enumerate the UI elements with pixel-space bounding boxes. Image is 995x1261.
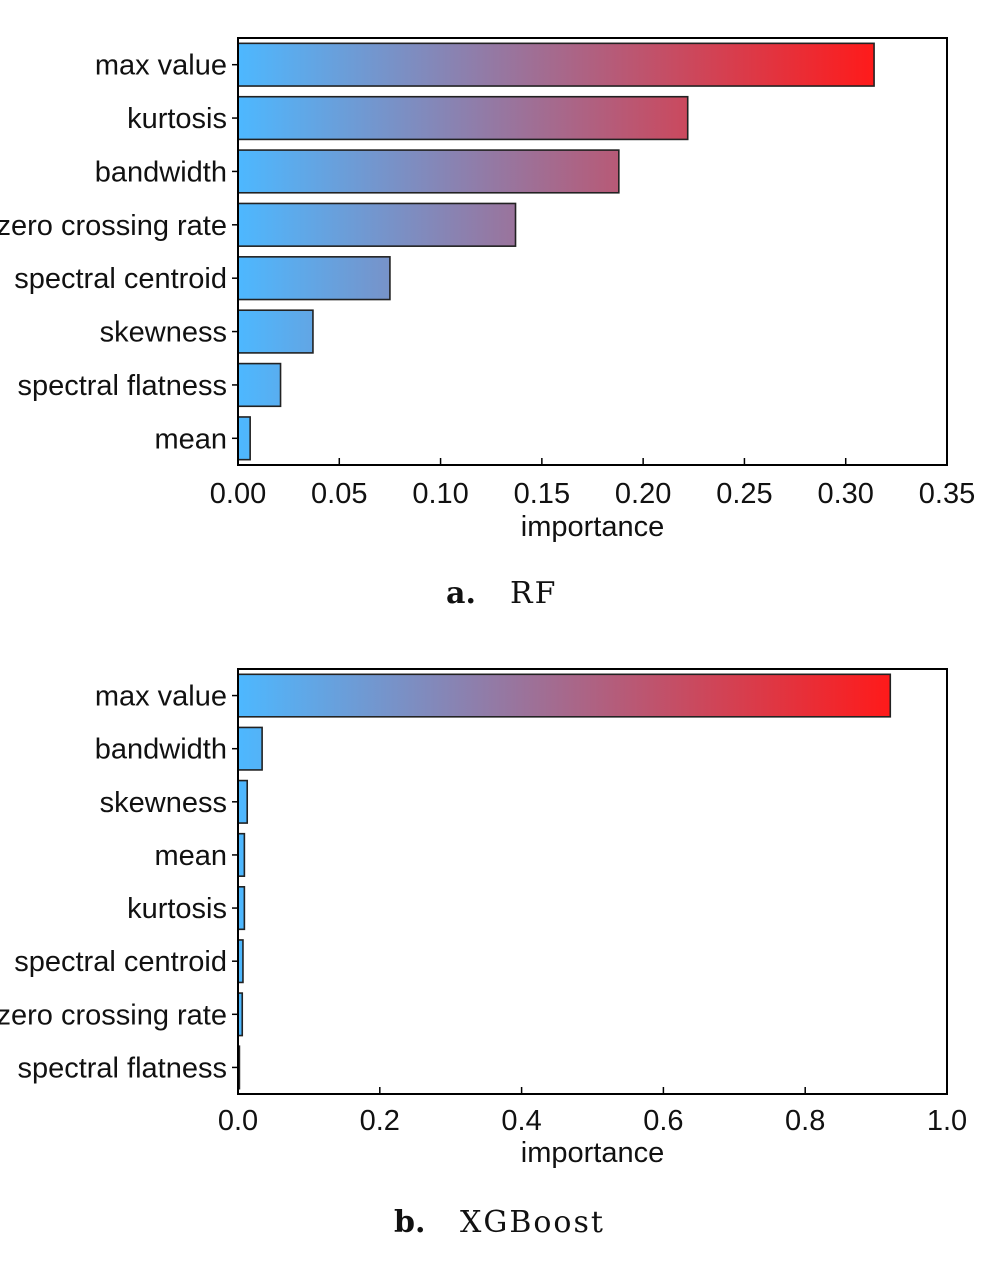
xgboost-feature-importance-chart: max value bandwidth skewness mean kurtosis sp… [0, 668, 967, 1169]
caption-xgboost-text: XGBoost [460, 1205, 605, 1240]
x-tick-label: 0.8 [785, 1105, 825, 1137]
bar-zero-crossing-rate [237, 202, 517, 247]
bar-spectral-centroid [237, 256, 391, 301]
caption-xgboost: b. XGBoost [394, 1205, 605, 1240]
caption-rf-letter: a. [446, 576, 476, 611]
x-tick-label: 0.00 [210, 478, 266, 510]
bar-kurtosis [237, 95, 689, 141]
category-label-spectral-flatness: spectral flatness [17, 1052, 227, 1084]
bar-spectral-flatness [237, 362, 282, 408]
x-tick-label: 0.20 [615, 478, 671, 510]
category-label-spectral-flatness: spectral flatness [17, 370, 227, 402]
x-tick-label: 0.35 [919, 478, 975, 510]
category-label-kurtosis: kurtosis [127, 103, 227, 135]
category-label-spectral-centroid: spectral centroid [14, 946, 227, 978]
x-tick-label: 0.4 [501, 1105, 541, 1137]
x-tick-label: 0.10 [412, 478, 468, 510]
x-tick-label: 0.25 [716, 478, 772, 510]
category-label-mean: mean [154, 423, 227, 455]
category-label-zero-crossing-rate: zero crossing rate [0, 210, 227, 242]
bar-skewness [237, 779, 249, 824]
caption-xgboost-letter: b. [394, 1205, 425, 1240]
rf-feature-importance-chart: max value kurtosis bandwidth zero crossing … [0, 37, 975, 543]
category-label-bandwidth: bandwidth [95, 156, 227, 188]
category-label-kurtosis: kurtosis [127, 893, 227, 925]
bar-max-value [237, 42, 875, 87]
caption-rf: a. RF [446, 576, 557, 611]
x-tick-label: 0.0 [218, 1105, 258, 1137]
category-label-zero-crossing-rate: zero crossing rate [0, 999, 227, 1031]
bar-max-value [237, 673, 892, 718]
plot-frame [237, 37, 948, 466]
category-label-skewness: skewness [100, 787, 227, 819]
bar-mean [237, 416, 251, 461]
x-tick-label: 0.2 [360, 1105, 400, 1137]
plot-frame [237, 668, 948, 1095]
category-label-spectral-centroid: spectral centroid [14, 263, 227, 295]
x-axis-label: importance [521, 1137, 664, 1169]
x-tick-label: 0.15 [514, 478, 570, 510]
category-label-bandwidth: bandwidth [95, 734, 227, 766]
category-label-max-value: max value [95, 681, 227, 713]
category-label-mean: mean [154, 840, 227, 872]
x-tick-label: 0.05 [311, 478, 367, 510]
category-label-skewness: skewness [100, 317, 227, 349]
bar-bandwidth [237, 149, 620, 194]
x-tick-label: 1.0 [927, 1105, 967, 1137]
category-label-max-value: max value [95, 50, 227, 82]
x-axis-label: importance [521, 511, 664, 543]
bar-skewness [237, 309, 314, 354]
bar-bandwidth [237, 726, 263, 771]
x-tick-label: 0.30 [817, 478, 873, 510]
x-tick-label: 0.6 [643, 1105, 683, 1137]
caption-rf-text: RF [510, 576, 557, 611]
